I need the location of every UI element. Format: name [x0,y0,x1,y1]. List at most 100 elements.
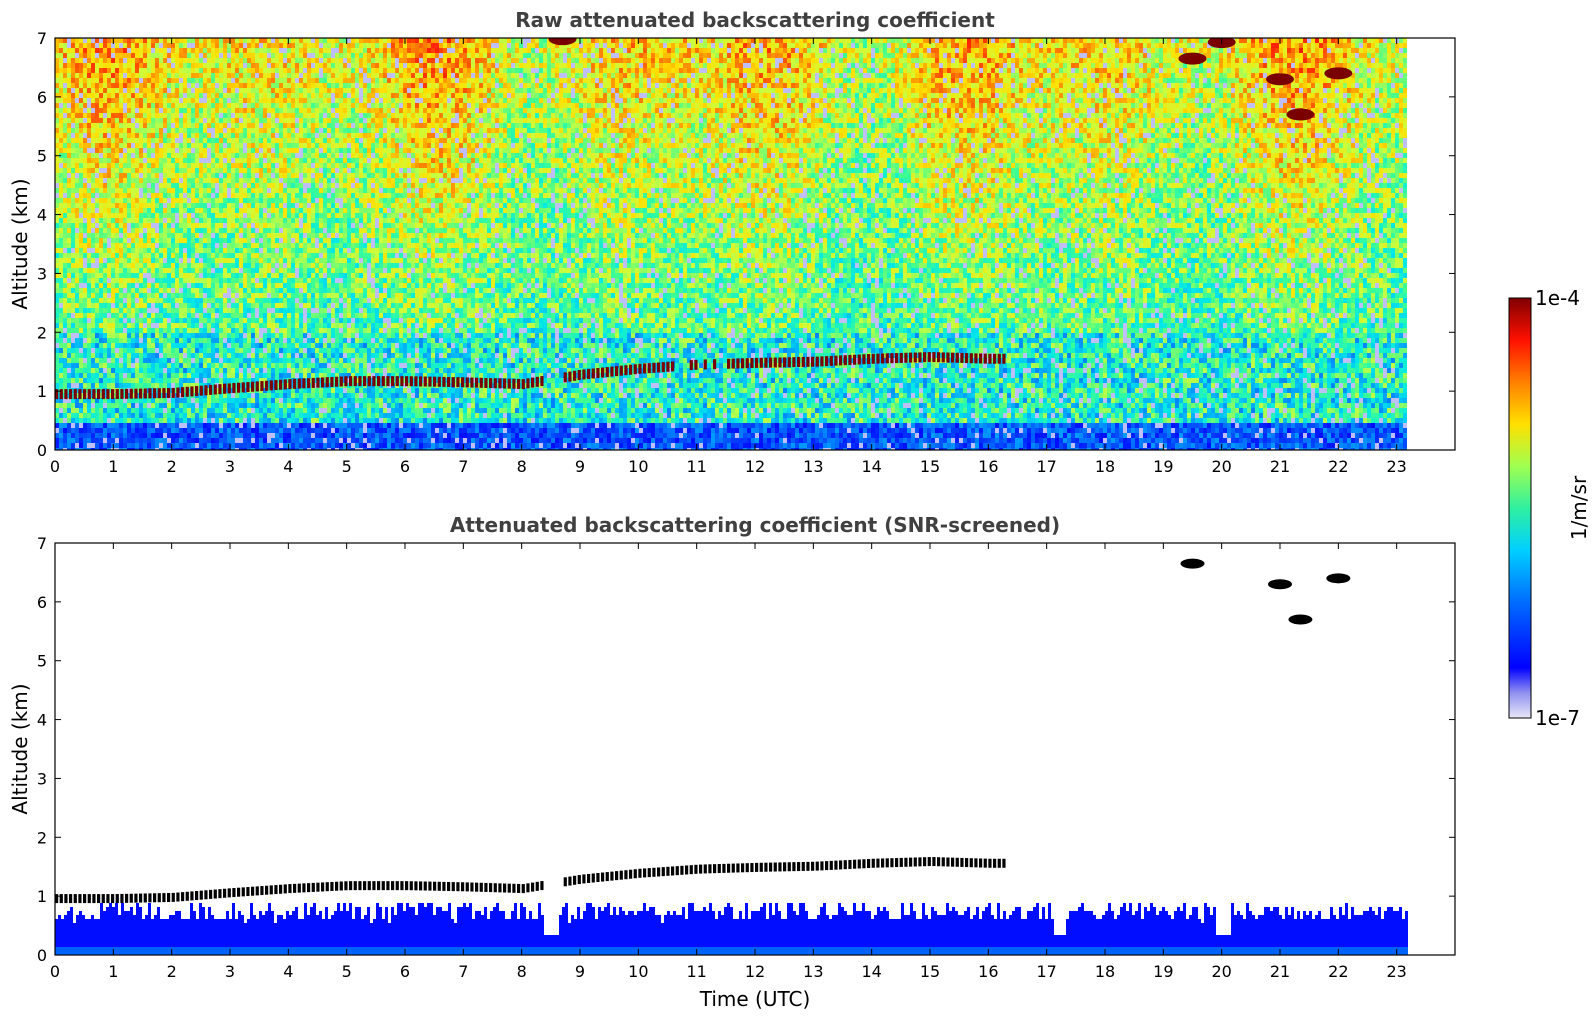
cloud-mark [190,891,193,900]
cloud-mark [363,376,366,386]
cloud-mark [400,881,403,890]
cloud-mark [97,389,100,399]
cloud-mark [970,353,973,363]
cloud-mark [671,866,674,875]
cloud-mark [489,883,492,892]
upper-cloud-mark [1324,67,1352,79]
cloud-mark [237,888,240,897]
cloud-mark [88,894,91,903]
cloud-mark [335,882,338,891]
cloud-mark [956,858,959,867]
cloud-mark [354,881,357,890]
cloud-mark [839,355,842,365]
cloud-mark [960,353,963,363]
colorbar: 1e-4 1e-7 1/m/sr [1509,286,1591,730]
x-tick-label: 20 [1211,962,1231,981]
cloud-mark [764,863,767,872]
x-tick-label: 5 [342,457,352,476]
cloud-mark [405,881,408,890]
cloud-mark [60,894,63,903]
panel-screened: Attenuated backscattering coefficient (S… [8,513,1455,1011]
cloud-mark [111,389,114,399]
cloud-mark [344,376,347,386]
cloud-mark [78,894,81,903]
cloud-mark [256,886,259,895]
cloud-mark [517,379,520,389]
cloud-mark [461,882,464,891]
cloud-mark [872,859,875,868]
x-tick-label: 7 [458,962,468,981]
cloud-mark [886,858,889,867]
cloud-mark [662,362,665,372]
cloud-mark [148,893,151,902]
cloud-mark [316,883,319,892]
cloud-mark [652,363,655,373]
x-tick-label: 2 [167,962,177,981]
cloud-mark [746,863,749,872]
cloud-mark [363,881,366,890]
cloud-mark [951,858,954,867]
cloud-mark [190,386,193,396]
cloud-mark [270,380,273,390]
cloud-mark [750,358,753,368]
cloud-mark [83,894,86,903]
cloud-mark [522,379,525,389]
x-tick-label: 8 [517,457,527,476]
cloud-mark [750,863,753,872]
cloud-mark [634,364,637,374]
cloud-mark [862,354,865,364]
cloud-mark [736,358,739,368]
x-tick-label: 12 [745,457,765,476]
cloud-mark [120,894,123,903]
cloud-mark [974,858,977,867]
cloud-mark [774,358,777,368]
cloud-mark [900,858,903,867]
cloud-mark [223,384,226,394]
cloud-mark [447,882,450,891]
cloud-mark [340,881,343,890]
x-tick-label: 22 [1328,962,1348,981]
cloud-mark [825,356,828,366]
cloud-mark [302,378,305,388]
cloud-mark [671,361,674,371]
cloud-mark [400,376,403,386]
cloud-mark [475,378,478,388]
cloud-mark [428,882,431,891]
cloud-mark [139,389,142,399]
cloud-mark [638,869,641,878]
cloud-mark [517,884,520,893]
cloud-mark [130,894,133,903]
cloud-mark [223,889,226,898]
cloud-mark [816,357,819,367]
y-tick-label: 1 [37,382,47,401]
cloud-mark [494,883,497,892]
x-tick-label: 21 [1270,457,1290,476]
x-tick-label: 9 [575,457,585,476]
cloud-mark [116,894,119,903]
cloud-mark [797,357,800,367]
cloud-mark [419,376,422,386]
x-tick-label: 4 [283,962,293,981]
cloud-mark [876,859,879,868]
cloud-mark [69,389,72,399]
cloud-mark [867,354,870,364]
cloud-mark [965,858,968,867]
cloud-mark [284,379,287,389]
cloud-mark [466,377,469,387]
cloud-mark [998,859,1001,868]
y-tick-label: 6 [37,88,47,107]
x-tick-label: 11 [686,962,706,981]
cloud-mark [218,384,221,394]
cloud-mark [708,864,711,873]
cloud-mark [802,357,805,367]
cloud-mark [172,388,175,398]
cloud-mark [937,857,940,866]
cloud-mark [386,376,389,386]
x-tick-label: 23 [1386,457,1406,476]
cloud-mark [475,883,478,892]
cloud-mark [106,894,109,903]
cloud-mark [111,894,114,903]
cloud-mark [470,883,473,892]
cloud-mark [783,357,786,367]
